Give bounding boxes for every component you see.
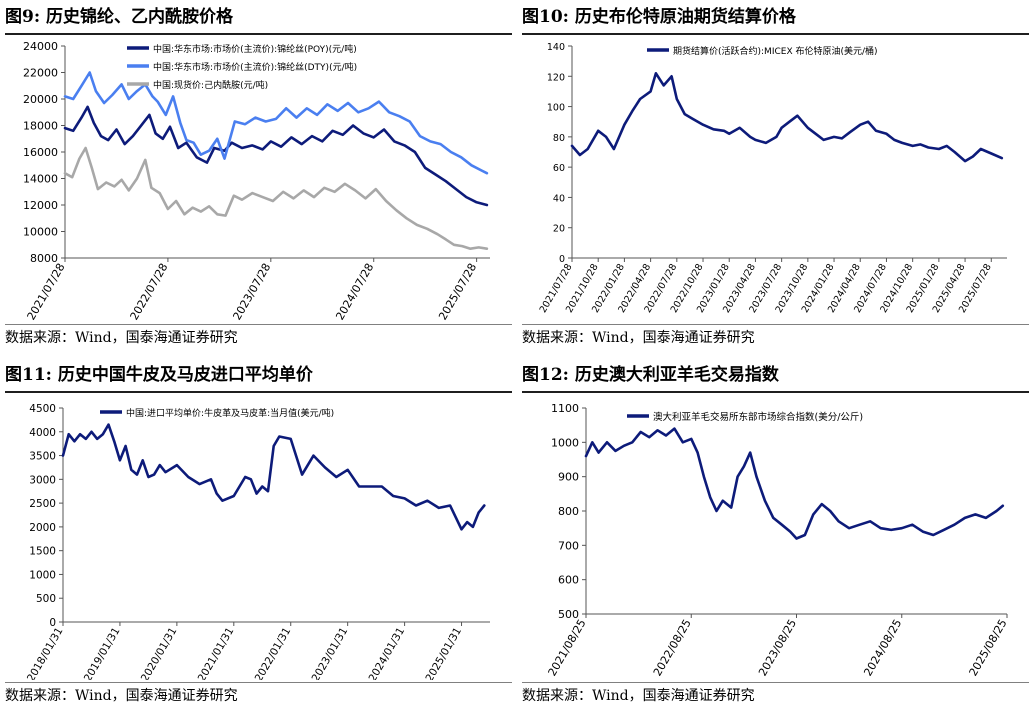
y-tick-label: 2500: [29, 498, 56, 510]
y-tick-label: 900: [558, 471, 579, 484]
y-tick-label: 24000: [23, 40, 58, 53]
legend-label: 中国:现货价:己内酰胺(元/吨): [153, 79, 268, 91]
x-tick-label: 2022/08/25: [651, 617, 694, 678]
y-tick-label: 1000: [29, 569, 56, 581]
y-tick-label: 12000: [23, 199, 58, 212]
series-line: [63, 71, 489, 175]
y-tick-label: 20: [553, 224, 565, 235]
title-divider: [522, 391, 1029, 393]
panel-title: 图10: 历史布伦特原油期货结算价格: [522, 7, 796, 27]
x-tick-label: 2025/01/31: [423, 626, 464, 681]
chart-panel-fig10: 图10: 历史布伦特原油期货结算价格 0 20 40 60 80 100 120 140 202…: [522, 4, 1029, 356]
source-divider: [5, 324, 512, 325]
y-tick-label: 3000: [29, 474, 56, 486]
y-tick-label: 600: [558, 574, 579, 587]
y-tick-label: 4000: [29, 427, 56, 439]
x-tick-label: 2025/08/25: [967, 617, 1010, 678]
chart-fig11: 0 500 1000 1500 2000 2500 3000 3500 4000 4500 2018…: [25, 403, 490, 681]
title-divider: [522, 33, 1029, 35]
y-tick-label: 16000: [23, 146, 58, 159]
y-tick-label: 20000: [23, 93, 58, 106]
chart-panel-fig9: 图9: 历史锦纶、乙内酰胺价格 8000 10000 12000 14000 16000…: [5, 4, 512, 356]
y-tick-label: 4500: [29, 403, 56, 415]
y-tick-label: 0: [559, 254, 565, 265]
panel-source: 数据来源：Wind，国泰海通证券研究: [5, 330, 238, 346]
legend-label: 中国:华东市场:市场价(主流价):锦纶丝(POY)(元/吨): [153, 43, 357, 55]
x-tick-label: 2023/08/25: [756, 617, 799, 678]
y-tick-label: 500: [558, 608, 579, 621]
series-line: [63, 105, 489, 207]
x-tick-label: 2021/08/25: [546, 617, 589, 678]
legend-label: 中国:华东市场:市场价(主流价):锦纶丝(DTY)(元/吨): [153, 61, 357, 73]
panel-title: 图9: 历史锦纶、乙内酰胺价格: [5, 7, 234, 27]
y-tick-label: 3500: [29, 451, 56, 463]
x-tick-label: 2021/07/28: [25, 261, 68, 322]
y-tick-label: 1500: [29, 546, 56, 558]
x-tick-label: 2020/01/31: [139, 626, 180, 681]
chart-fig12: 500 600 700 800 900 1000 1100 2021/08/25 2022/08…: [546, 402, 1010, 678]
y-tick-label: 120: [547, 72, 565, 83]
x-tick-label: 2022/01/31: [253, 626, 294, 681]
panel-source: 数据来源：Wind，国泰海通证券研究: [5, 688, 238, 704]
y-tick-label: 18000: [23, 120, 58, 133]
y-tick-label: 500: [36, 593, 56, 605]
y-tick-label: 40: [553, 193, 565, 204]
y-tick-label: 60: [553, 163, 565, 174]
y-tick-label: 100: [547, 103, 565, 114]
legend-label: 期货结算价(活跃合约):MICEX 布伦特原油(美元/桶): [673, 45, 878, 57]
y-tick-label: 8000: [30, 252, 58, 265]
series-line: [570, 71, 1004, 163]
y-tick-label: 1000: [551, 436, 579, 449]
chart-panel-fig12: 图12: 历史澳大利亚羊毛交易指数 500 600 700 800 900 1000 110…: [522, 362, 1029, 714]
x-tick-label: 2019/01/31: [82, 626, 123, 681]
x-tick-label: 2024/07/28: [333, 261, 376, 322]
panel-source: 数据来源：Wind，国泰海通证券研究: [522, 688, 755, 704]
panel-title: 图11: 历史中国牛皮及马皮进口平均单价: [5, 365, 313, 385]
title-divider: [5, 33, 512, 35]
y-tick-label: 2000: [29, 522, 56, 534]
source-divider: [5, 682, 512, 683]
x-tick-label: 2024/01/31: [367, 626, 408, 681]
x-tick-label: 2018/01/31: [25, 626, 66, 681]
chart-fig10: 0204060801001201402021/07/282021/10/2820…: [538, 42, 1007, 315]
title-divider: [5, 391, 512, 393]
source-divider: [522, 324, 1029, 325]
chart-panel-fig11: 图11: 历史中国牛皮及马皮进口平均单价 0 500 1000 1500 2000 250…: [5, 362, 512, 714]
y-tick-label: 14000: [23, 173, 58, 186]
x-tick-label: 2025/07/28: [436, 261, 479, 322]
x-tick-label: 2021/01/31: [196, 626, 237, 681]
x-tick-label: 2022/07/28: [128, 261, 171, 322]
x-tick-label: 2023/07/28: [230, 261, 273, 322]
y-tick-label: 80: [553, 133, 565, 144]
chart-fig9: 8000 10000 12000 14000 16000 18000 20000 22000 2…: [23, 40, 490, 322]
x-tick-label: 2024/08/25: [861, 617, 904, 678]
source-divider: [522, 682, 1029, 683]
series-line: [584, 427, 1005, 540]
y-tick-label: 22000: [23, 67, 58, 80]
y-tick-label: 140: [547, 42, 565, 53]
panel-source: 数据来源：Wind，国泰海通证券研究: [522, 330, 755, 346]
panel-title: 图12: 历史澳大利亚羊毛交易指数: [522, 365, 779, 385]
legend-label: 中国:进口平均单价:牛皮革及马皮革:当月值(美元/吨): [126, 407, 334, 419]
y-tick-label: 1100: [551, 402, 579, 415]
y-tick-label: 0: [49, 617, 56, 629]
legend-label: 澳大利亚羊毛交易所东部市场综合指数(美分/公斤): [653, 411, 863, 423]
y-tick-label: 700: [558, 539, 579, 552]
series-line: [63, 146, 489, 250]
y-tick-label: 10000: [23, 226, 58, 239]
series-line: [61, 423, 486, 531]
x-tick-label: 2023/01/31: [310, 626, 351, 681]
y-tick-label: 800: [558, 505, 579, 518]
